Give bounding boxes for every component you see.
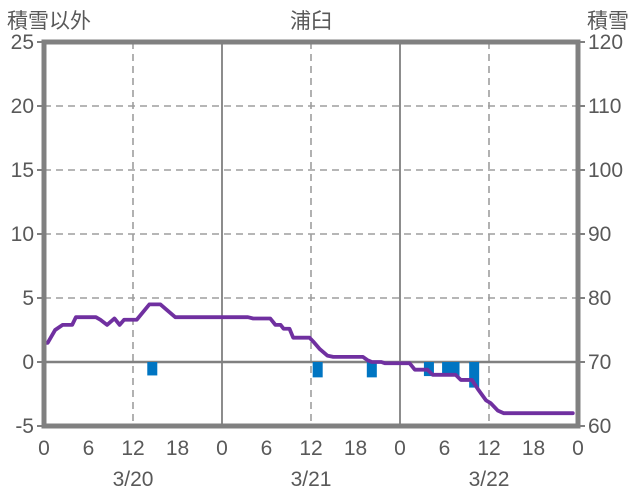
x-axis-date-label: 3/20 (113, 468, 154, 491)
x-axis-hour-label: 12 (477, 437, 500, 460)
x-axis-hour-label: 0 (394, 437, 406, 460)
x-axis-hour-label: 12 (299, 437, 322, 460)
x-axis-date-label: 3/22 (469, 468, 510, 491)
x-axis-hour-label: 18 (522, 437, 545, 460)
x-axis-hour-label: 12 (121, 437, 144, 460)
snow-change-bar (442, 362, 453, 377)
x-axis-hour-label: 6 (261, 437, 273, 460)
left-axis-tick-label: 15 (11, 159, 34, 182)
right-axis-tick-label: 100 (588, 159, 623, 182)
snow-change-bar (312, 362, 323, 378)
chart-title: 浦臼 (290, 10, 332, 33)
right-axis-tick-label: 120 (588, 31, 623, 54)
plot-border (41, 39, 581, 429)
right-axis-tick-label: 90 (588, 223, 611, 246)
x-axis-hour-label: 18 (344, 437, 367, 460)
right-axis-title: 積雪 (587, 10, 629, 33)
x-axis-hour-label: 0 (38, 437, 50, 460)
right-axis-tick-label: 80 (588, 287, 611, 310)
snow-depth-line (42, 302, 575, 416)
right-axis-tick-label: 70 (588, 351, 611, 374)
snow-change-bar (469, 362, 480, 388)
snow-change-bar (449, 362, 460, 377)
x-axis-hour-label: 18 (166, 437, 189, 460)
left-axis-tick-label: 25 (11, 31, 34, 54)
left-axis-tick-label: 10 (11, 223, 34, 246)
left-axis-tick-label: 20 (11, 95, 34, 118)
left-axis-tick-label: 0 (22, 351, 34, 374)
x-axis-date-label: 3/21 (291, 468, 332, 491)
x-axis-hour-label: 0 (572, 437, 584, 460)
snow-change-bar (366, 362, 377, 378)
left-axis-tick-label: -5 (15, 415, 34, 438)
left-axis-title: 積雪以外 (7, 10, 91, 33)
x-axis-hour-label: 6 (83, 437, 95, 460)
x-axis-hour-label: 6 (439, 437, 451, 460)
right-axis-tick-label: 60 (588, 415, 611, 438)
x-axis-hour-label: 0 (216, 437, 228, 460)
snow-change-bar (147, 362, 158, 376)
right-axis-tick-label: 110 (588, 95, 621, 118)
left-axis-tick-label: 5 (22, 287, 34, 310)
